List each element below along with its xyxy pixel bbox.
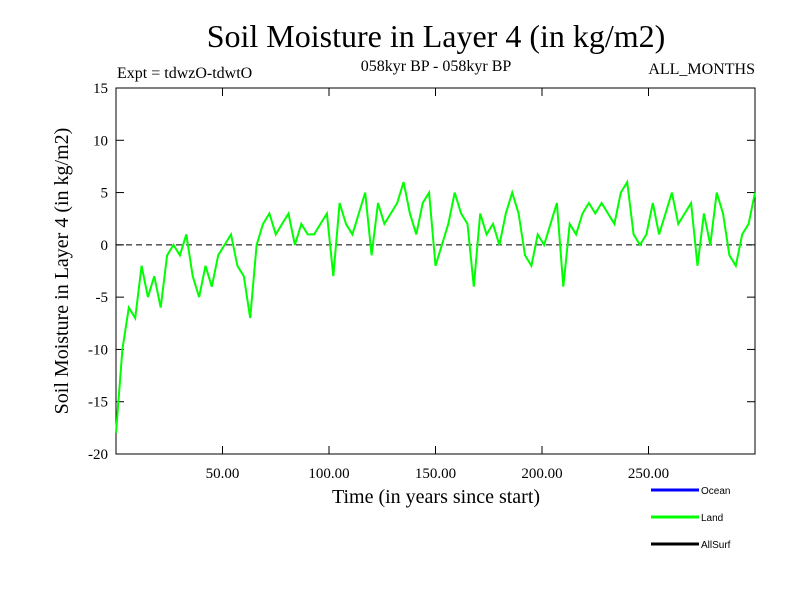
x-axis-ticks: 50.00 100.00 150.00 200.00 250.00 [206, 88, 669, 482]
legend-label: Land [701, 513, 723, 524]
y-tick-label: -5 [96, 290, 109, 306]
plot-frame [115, 87, 756, 455]
experiment-label: Expt = tdwzO-tdwtO [117, 65, 252, 82]
x-tick-label: 250.00 [628, 466, 669, 482]
period-label: 058kyr BP - 058kyr BP [361, 58, 512, 75]
x-tick-label: 100.00 [308, 466, 349, 482]
legend-label: Ocean [701, 486, 730, 497]
y-axis-ticks: -20 -15 -10 -5 0 5 10 15 [88, 81, 755, 463]
x-tick-label: 200.00 [521, 466, 562, 482]
y-tick-label: -20 [88, 447, 108, 463]
legend-label: AllSurf [701, 540, 731, 551]
x-tick-label: 150.00 [415, 466, 456, 482]
y-tick-label: 5 [101, 186, 109, 202]
x-axis-label: Time (in years since start) [332, 486, 540, 508]
chart-title: Soil Moisture in Layer 4 (in kg/m2) [207, 18, 666, 54]
y-tick-label: -10 [88, 342, 108, 358]
land-series-line [115, 179, 756, 434]
y-tick-label: 10 [93, 133, 108, 149]
legend: Ocean Land AllSurf [651, 486, 731, 551]
x-tick-label: 50.00 [206, 466, 240, 482]
months-label: ALL_MONTHS [648, 61, 755, 78]
y-tick-label: -15 [88, 395, 108, 411]
y-axis-label: Soil Moisture in Layer 4 (in kg/m2) [51, 128, 73, 415]
y-tick-label: 0 [101, 238, 109, 254]
y-tick-label: 15 [93, 81, 108, 97]
